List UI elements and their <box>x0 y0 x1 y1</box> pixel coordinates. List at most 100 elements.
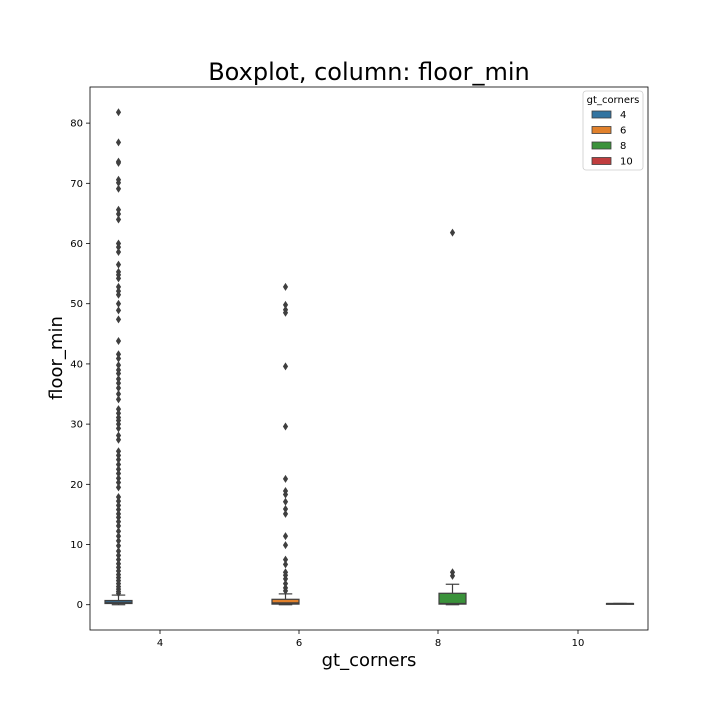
outlier-point <box>115 247 122 256</box>
y-tick-label: 10 <box>70 540 83 551</box>
outlier-point <box>115 260 122 269</box>
outlier-point <box>115 383 122 392</box>
outlier-point <box>115 243 122 252</box>
outlier-point <box>115 306 122 315</box>
outlier-point <box>115 299 122 308</box>
outlier-point <box>115 205 122 214</box>
legend-swatch <box>591 157 612 165</box>
outlier-point <box>282 300 289 309</box>
box-iqr <box>438 592 467 605</box>
outlier-point <box>282 308 289 317</box>
outlier-point <box>115 210 122 219</box>
outlier-point <box>282 362 289 371</box>
outlier-point <box>115 108 122 117</box>
outlier-point <box>115 350 122 359</box>
y-tick-label: 0 <box>77 600 83 611</box>
outlier-point <box>449 228 456 237</box>
box-iqr <box>271 598 300 605</box>
outlier-point <box>115 465 122 474</box>
outlier-point <box>282 509 289 518</box>
outlier-point <box>115 337 122 346</box>
x-axis-label: gt_corners <box>322 650 417 671</box>
outlier-point <box>282 560 289 569</box>
legend-entry-label: 6 <box>620 126 626 137</box>
legend-entry-label: 8 <box>620 141 626 152</box>
box-series-6 <box>271 282 300 606</box>
outlier-point <box>115 354 122 363</box>
y-axis-label: floor_min <box>46 316 67 400</box>
outlier-point <box>115 215 122 224</box>
y-tick-label: 20 <box>70 480 83 491</box>
legend-entries: 4 6 8 10 <box>591 110 633 168</box>
outlier-point <box>115 551 122 560</box>
x-tick-label: 6 <box>296 638 302 649</box>
outlier-point <box>115 492 122 501</box>
outlier-point <box>115 178 122 187</box>
outlier-point <box>115 274 122 283</box>
legend: gt_corners 4 6 8 10 <box>582 90 644 171</box>
x-tick-label: 8 <box>435 638 441 649</box>
y-tick-label: 60 <box>70 239 83 250</box>
outlier-point <box>282 555 289 564</box>
outlier-point <box>115 589 122 598</box>
outlier-point <box>115 315 122 324</box>
chart-title: Boxplot, column: floor_min <box>208 58 530 86</box>
outlier-point <box>115 282 122 291</box>
outlier-point <box>115 424 122 433</box>
outlier-point <box>115 483 122 492</box>
outlier-point <box>115 505 122 514</box>
outlier-point <box>115 138 122 147</box>
outlier-point <box>115 517 122 526</box>
outlier-point <box>115 469 122 478</box>
outlier-point <box>115 435 122 444</box>
plot-area <box>89 86 649 631</box>
outlier-point <box>115 536 122 545</box>
y-tick-label: 80 <box>70 119 83 130</box>
outlier-point <box>115 478 122 487</box>
outlier-point <box>115 527 122 536</box>
outlier-point <box>115 379 122 388</box>
legend-entry-label: 10 <box>620 157 633 168</box>
outlier-point <box>115 541 122 550</box>
x-tick-label: 10 <box>572 638 585 649</box>
outlier-point <box>115 501 122 510</box>
outlier-point <box>115 455 122 464</box>
outlier-point <box>282 422 289 431</box>
box-series-4 <box>104 108 133 606</box>
outlier-point <box>115 158 122 167</box>
box-series-10 <box>605 602 635 605</box>
outlier-point <box>115 361 122 370</box>
y-tick-label: 70 <box>70 179 83 190</box>
legend-entry-label: 4 <box>620 110 626 121</box>
outlier-point <box>115 390 122 399</box>
plot-frame <box>89 86 649 631</box>
y-tick-label: 40 <box>70 359 83 370</box>
legend-swatch <box>591 141 612 150</box>
outlier-point <box>115 431 122 440</box>
outlier-point <box>115 521 122 530</box>
outlier-point <box>282 541 289 550</box>
outlier-point <box>115 184 122 193</box>
outlier-point <box>449 571 456 580</box>
outlier-point <box>115 369 122 378</box>
y-tick-label: 30 <box>70 420 83 431</box>
outlier-point <box>115 555 122 564</box>
legend-swatch <box>591 126 612 134</box>
outlier-point <box>115 460 122 469</box>
outlier-point <box>282 474 289 483</box>
box-series-8 <box>438 228 467 606</box>
legend-swatch <box>591 110 612 119</box>
x-axis: 4 6 8 10 <box>157 630 585 649</box>
outlier-point <box>115 395 122 404</box>
outlier-point <box>282 574 289 583</box>
outlier-point <box>115 532 122 541</box>
outlier-point <box>282 532 289 541</box>
outlier-point <box>115 409 122 418</box>
outlier-point <box>282 282 289 291</box>
y-axis: 0 10 20 30 40 50 60 70 80 <box>70 119 90 611</box>
outlier-point <box>115 374 122 383</box>
outlier-point <box>282 497 289 506</box>
outlier-point <box>115 547 122 556</box>
outlier-point <box>115 451 122 460</box>
